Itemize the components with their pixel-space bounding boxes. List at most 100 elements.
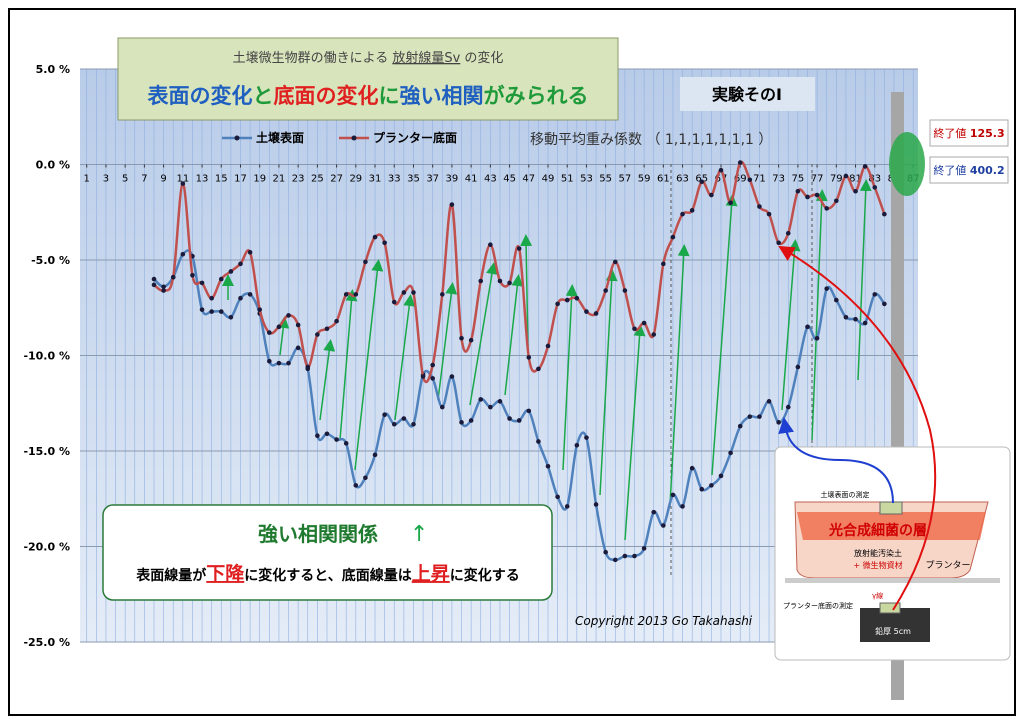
data-point <box>440 292 445 297</box>
data-point <box>536 439 541 444</box>
x-tick-label: 55 <box>599 174 612 185</box>
data-point <box>295 345 301 351</box>
data-point <box>862 320 868 326</box>
x-tick-label: 45 <box>503 174 516 185</box>
callout-box <box>102 504 553 601</box>
lead-block <box>860 608 930 642</box>
data-point <box>555 494 560 500</box>
data-point <box>593 311 599 316</box>
data-point <box>661 261 666 267</box>
x-tick-label: 61 <box>657 174 670 185</box>
data-point <box>872 185 878 190</box>
correlation-arrow <box>354 259 384 471</box>
experiment-label: 実験そのⅠ <box>712 85 782 104</box>
data-point <box>391 421 397 427</box>
data-point <box>411 421 416 427</box>
x-tick-label: 13 <box>196 174 209 185</box>
end-value-label: 終了値 <box>933 126 966 140</box>
data-point <box>516 246 522 251</box>
legend-dot <box>234 135 240 141</box>
data-point <box>814 192 820 198</box>
x-tick-label: 1 <box>84 174 90 185</box>
sensor <box>879 501 903 515</box>
x-tick-label: 47 <box>522 174 535 185</box>
data-point <box>545 343 551 349</box>
data-point <box>593 502 599 507</box>
data-point <box>247 250 253 255</box>
data-point <box>622 288 628 293</box>
data-point <box>545 463 551 469</box>
x-tick-label: 49 <box>542 174 555 185</box>
weights-note: 移動平均重み係数 （ 1,1,1,1,1,1,1 ） <box>530 132 772 148</box>
data-point <box>334 318 339 324</box>
x-tick-label: 57 <box>619 174 632 185</box>
data-point <box>440 404 445 410</box>
x-tick-label: 51 <box>561 174 574 185</box>
data-point <box>459 336 464 341</box>
x-tick-label: 23 <box>292 174 305 185</box>
data-point <box>190 272 195 278</box>
x-tick-label: 83 <box>868 174 881 185</box>
x-tick-label: 41 <box>465 174 478 185</box>
inset-label: 光合成細菌の層 <box>828 522 927 539</box>
data-point <box>612 557 618 563</box>
data-point <box>680 211 685 217</box>
data-point <box>612 259 618 265</box>
data-point <box>257 307 263 312</box>
data-point <box>209 295 214 301</box>
data-point <box>622 553 628 559</box>
data-point <box>315 332 320 337</box>
x-tick-label: 63 <box>676 174 689 185</box>
text-part: 表面の変化 <box>148 84 253 108</box>
correlation-arrow <box>624 324 646 541</box>
x-tick-label: 27 <box>330 174 343 185</box>
correlation-arrow <box>599 269 618 496</box>
data-point <box>747 414 753 419</box>
data-point <box>315 433 320 439</box>
end-marker <box>889 132 925 196</box>
data-point <box>180 251 186 257</box>
sensor <box>879 602 901 614</box>
x-tick-label: 37 <box>426 174 439 185</box>
data-point <box>882 301 887 307</box>
data-point <box>343 441 349 446</box>
inset-label: プランター <box>925 560 970 571</box>
legend-label: プランター底面 <box>373 130 457 145</box>
correlation-arrow <box>469 262 498 406</box>
x-tick-label: 65 <box>695 174 708 185</box>
data-point <box>363 259 368 265</box>
end-value-label: 終了値 <box>933 163 966 177</box>
data-point <box>449 374 455 379</box>
data-point <box>228 269 234 274</box>
inset: 土壌表面の測定 光合成細菌の層 放射能汚染土 + 微生物資材 プランター γ線 … <box>774 446 1011 661</box>
data-point <box>247 292 253 297</box>
end-value: 終了値 125.3 <box>933 126 1004 140</box>
data-point <box>574 295 580 301</box>
data-point <box>411 290 416 295</box>
data-point <box>507 280 512 286</box>
copyright: Copyright 2013 Go Takahashi <box>575 614 753 628</box>
text-part: に変化すると、底面線量は <box>244 567 411 584</box>
data-point <box>824 206 830 211</box>
data-point <box>718 473 724 479</box>
data-point <box>814 336 820 341</box>
data-point <box>478 278 484 284</box>
x-tick-label: 15 <box>215 174 228 185</box>
data-point <box>776 240 781 246</box>
data-point <box>737 160 743 165</box>
correlation-arrow <box>562 284 578 471</box>
data-point <box>564 504 570 509</box>
data-point <box>286 360 291 366</box>
data-point <box>526 355 532 360</box>
x-tick-label: 71 <box>753 174 766 185</box>
data-point <box>728 200 733 205</box>
data-point <box>353 483 359 488</box>
data-point <box>382 240 387 246</box>
x-tick-label: 33 <box>388 174 401 185</box>
data-point <box>824 286 830 291</box>
data-point <box>267 330 272 335</box>
data-point <box>651 509 657 515</box>
y-tick-label: 0.0 % <box>36 159 70 172</box>
